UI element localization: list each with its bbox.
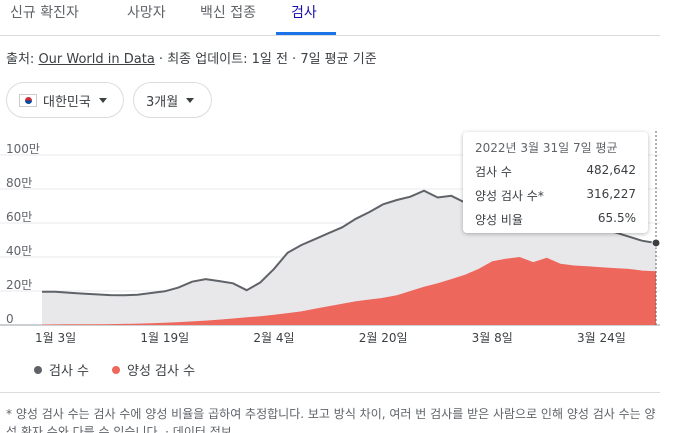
tooltip-label: 양성 비율: [475, 213, 523, 227]
tab-bar: 신규 확진자 사망자 백신 접종 검사: [0, 0, 660, 36]
x-tick-label: 3월 8일: [472, 331, 513, 345]
footnote: * 양성 검사 수는 검사 수에 양성 비율을 곱하여 추정합니다. 보고 방식…: [6, 407, 656, 433]
tab-testing[interactable]: 검사: [291, 5, 317, 21]
legend-label: 검사 수: [49, 364, 90, 379]
tooltip-row-tests: 검사 수 482,642: [475, 163, 636, 181]
chevron-down-icon: [98, 97, 107, 103]
source-link[interactable]: Our World in Data: [38, 52, 155, 67]
x-tick-label: 1월 3일: [35, 331, 76, 345]
legend-dot-icon: [34, 365, 42, 374]
x-tick-label: 2월 20일: [359, 331, 408, 345]
chart-tooltip: 2022년 3월 31일 7일 평균 검사 수 482,642 양성 검사 수*…: [463, 132, 648, 233]
korea-flag-icon: [19, 93, 37, 107]
tab-deaths[interactable]: 사망자: [127, 5, 166, 21]
chevron-down-icon: [186, 97, 195, 103]
active-tab-indicator: [276, 32, 336, 35]
y-tick-label: 0: [6, 312, 14, 326]
x-tick-label: 3월 24일: [577, 331, 626, 345]
legend-tests[interactable]: 검사 수: [34, 360, 89, 379]
hover-point: [651, 238, 661, 248]
y-tick-label: 60만: [6, 210, 32, 224]
tab-vaccinations[interactable]: 백신 접종: [200, 5, 256, 21]
tab-new-cases[interactable]: 신규 확진자: [10, 5, 79, 21]
tooltip-value: 316,227: [586, 187, 636, 201]
y-tick-label: 20만: [6, 278, 32, 292]
y-tick-label: 40만: [6, 244, 32, 258]
source-line: 출처: Our World in Data · 최종 업데이트: 1일 전 · …: [6, 48, 377, 67]
tooltip-row-rate: 양성 비율 65.5%: [475, 211, 636, 229]
tooltip-label: 양성 검사 수*: [475, 189, 544, 203]
legend-dot-icon: [112, 365, 120, 374]
tooltip-row-positive: 양성 검사 수* 316,227: [475, 187, 636, 205]
region-dropdown[interactable]: 대한민국: [6, 82, 124, 118]
source-prefix: 출처:: [6, 52, 39, 67]
series-area-positive: [42, 257, 656, 325]
period-dropdown[interactable]: 3개월: [133, 82, 212, 118]
tooltip-label: 검사 수: [475, 165, 512, 179]
tooltip-title: 2022년 3월 31일 7일 평균: [475, 141, 618, 155]
source-suffix: · 최종 업데이트: 1일 전 · 7일 평균 기준: [154, 52, 377, 67]
tooltip-value: 482,642: [586, 163, 636, 177]
period-label: 3개월: [146, 94, 179, 110]
tooltip-value: 65.5%: [597, 211, 636, 225]
x-tick-label: 1월 19일: [140, 331, 189, 345]
x-tick-label: 2월 4일: [253, 331, 294, 345]
region-label: 대한민국: [43, 94, 91, 110]
legend-label: 양성 검사 수: [127, 364, 196, 379]
y-tick-label: 100만: [6, 142, 40, 156]
y-tick-label: 80만: [6, 176, 32, 190]
divider: [0, 392, 660, 393]
legend-positive[interactable]: 양성 검사 수: [112, 360, 195, 379]
